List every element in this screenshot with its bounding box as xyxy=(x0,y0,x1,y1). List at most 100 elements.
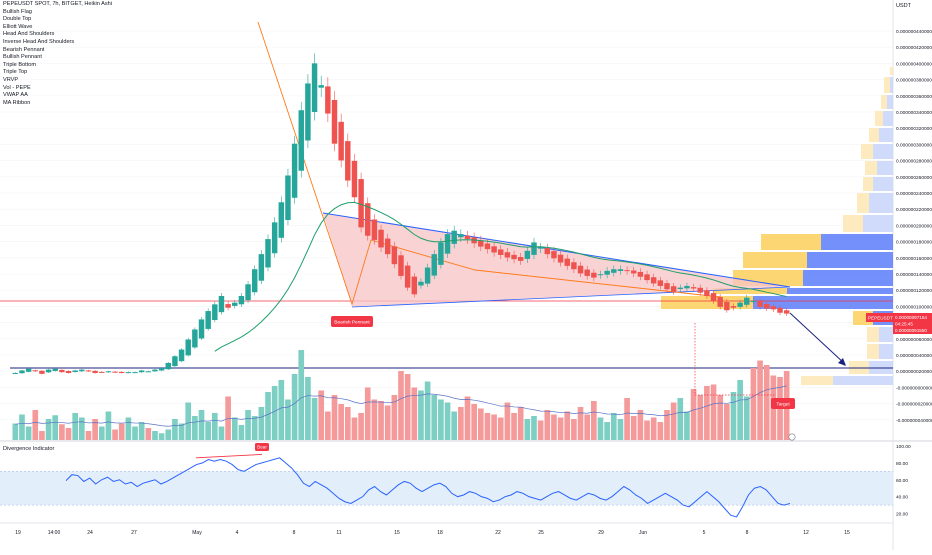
volume-bar xyxy=(112,429,118,440)
volume-profile-bar-up xyxy=(881,95,887,109)
time-tick-label: 29 xyxy=(598,530,604,536)
volume-bar xyxy=(584,414,591,440)
volume-bar xyxy=(484,413,491,440)
candle xyxy=(710,293,717,302)
volume-bar xyxy=(464,396,471,440)
volume-bar xyxy=(617,419,624,440)
time-tick-label: 12 xyxy=(803,530,809,536)
candle xyxy=(112,371,118,373)
candle xyxy=(158,367,165,371)
candle xyxy=(351,160,358,198)
volume-bar xyxy=(531,416,537,440)
candle xyxy=(72,370,78,372)
candle xyxy=(345,141,351,181)
volume-profile-bar-down xyxy=(877,161,893,175)
volume-bar xyxy=(504,402,511,440)
candle xyxy=(365,203,371,236)
overlay-item[interactable]: Bearish Pennant xyxy=(3,46,45,53)
candle xyxy=(398,255,404,276)
price-tick-label: 0.0000001600000 xyxy=(896,256,932,262)
overlay-item[interactable]: Vol - PEPE xyxy=(3,84,31,91)
candle xyxy=(664,283,670,290)
overlay-item[interactable]: Triple Top xyxy=(3,69,28,76)
overlay-item[interactable]: MA Ribbon xyxy=(3,99,31,106)
indicator-tick-label: 60.00 xyxy=(896,478,908,484)
volume-bar xyxy=(45,419,52,440)
candle xyxy=(517,257,524,261)
volume-bar xyxy=(444,402,451,440)
candle xyxy=(178,349,185,362)
candle xyxy=(458,234,464,238)
price-tick-label: 0.0000001400000 xyxy=(896,272,932,278)
symbol-title[interactable]: PEPEUSDT SPOT, 7h, BITGET, Heikin Ashi xyxy=(3,1,113,7)
time-tick-label: 19 xyxy=(15,530,21,536)
volume-profile-bar-down xyxy=(863,215,893,232)
volume-bar xyxy=(265,392,271,440)
candle xyxy=(478,240,484,247)
volume-profile-bar-down xyxy=(873,144,893,159)
candle xyxy=(118,371,125,373)
volume-bar xyxy=(451,411,458,440)
volume-bar xyxy=(12,423,19,440)
candle xyxy=(511,254,517,260)
candle xyxy=(783,310,790,314)
volume-bar xyxy=(198,410,205,440)
overlay-item[interactable]: Inverse Head And Shoulders xyxy=(3,38,75,45)
candle xyxy=(305,83,311,141)
candle xyxy=(670,286,677,292)
volume-bar xyxy=(178,423,185,440)
price-tick-label: 0.0000003200000 xyxy=(896,126,932,132)
candle xyxy=(444,234,451,254)
volume-bar xyxy=(477,408,484,440)
volume-profile-bar-up xyxy=(865,161,877,175)
candle xyxy=(39,370,45,374)
volume-bar xyxy=(650,417,657,440)
volume-bar xyxy=(338,404,344,440)
volume-bar xyxy=(231,417,238,440)
volume-bar xyxy=(557,417,564,440)
candle xyxy=(145,371,152,373)
candle xyxy=(52,368,58,371)
candle xyxy=(285,175,291,221)
volume-profile-bar-down xyxy=(869,193,893,213)
target-label: Target xyxy=(776,402,790,408)
candle xyxy=(331,99,338,144)
overlay-item[interactable]: Bullish Flag xyxy=(3,8,32,15)
candle xyxy=(384,238,391,255)
candle xyxy=(371,219,378,240)
volume-bar xyxy=(431,395,438,440)
candle xyxy=(657,280,664,286)
volume-bar xyxy=(39,431,45,440)
time-tick-label: 24 xyxy=(87,530,93,536)
projection-arrowhead xyxy=(838,358,846,366)
price-tick-label: 0.0000003000000 xyxy=(896,142,932,148)
volume-bar xyxy=(311,398,318,440)
candle xyxy=(79,369,85,372)
overlay-item[interactable]: Triple Bottom xyxy=(3,61,37,68)
volume-bar xyxy=(158,433,165,440)
candle xyxy=(418,281,424,286)
price-tick-label: 0.0000003600000 xyxy=(896,94,932,100)
overlay-item[interactable]: Double Top xyxy=(3,16,32,23)
volume-bar xyxy=(298,350,305,440)
time-tick-label: 8 xyxy=(293,530,296,536)
volume-bar xyxy=(331,395,338,440)
indicator-tick-label: 100.00 xyxy=(896,444,911,450)
volume-bar xyxy=(644,420,650,440)
volume-profile-bar-up xyxy=(861,144,873,159)
volume-profile-bar-down xyxy=(753,296,893,309)
overlay-item[interactable]: VWAP AA xyxy=(3,92,28,99)
overlay-item[interactable]: Bullish Pennant xyxy=(3,54,42,61)
volume-bar xyxy=(271,386,278,440)
overlay-item[interactable]: Elliott Wave xyxy=(3,23,33,30)
volume-bar xyxy=(604,422,610,440)
candle xyxy=(172,356,178,367)
indicator-title[interactable]: Divergence Indicator xyxy=(3,446,55,452)
bear-label: Bear xyxy=(257,445,267,450)
overlay-item[interactable]: VRVP xyxy=(3,76,19,83)
bear-label-bg xyxy=(255,443,269,451)
overlay-item[interactable]: Head And Shoulders xyxy=(3,31,55,38)
event-icon xyxy=(788,433,796,441)
candle xyxy=(245,284,251,301)
candle xyxy=(59,369,65,373)
